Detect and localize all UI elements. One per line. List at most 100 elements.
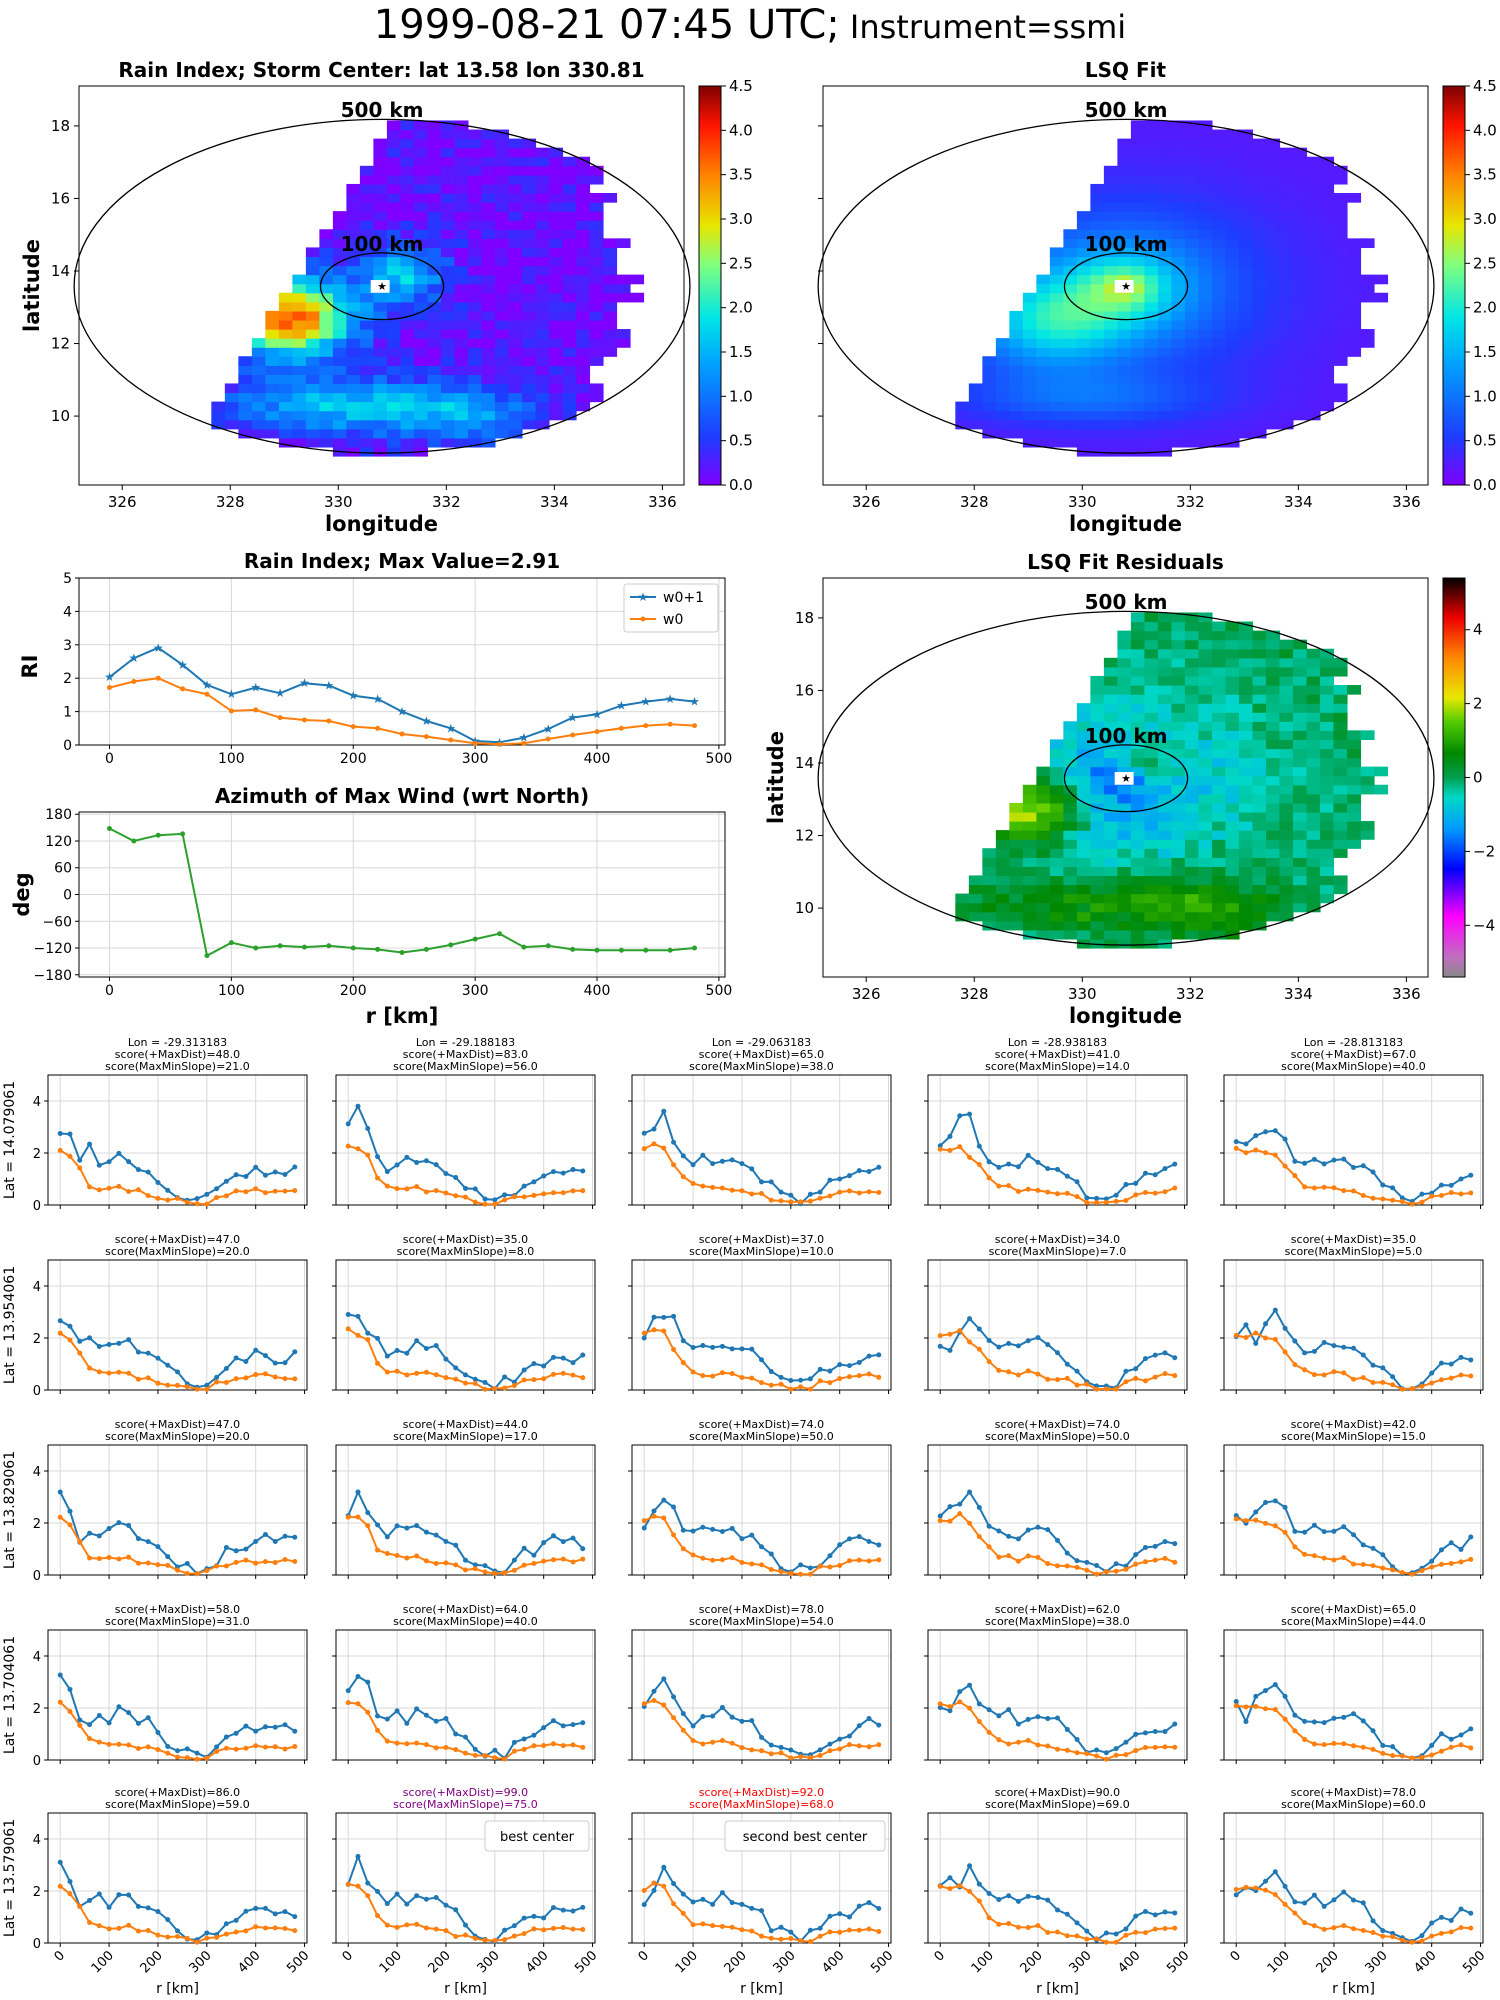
map-cell	[1157, 929, 1173, 940]
map-cell	[1063, 256, 1078, 267]
map-cell	[1279, 193, 1294, 203]
map-cell	[1090, 256, 1105, 267]
map-cell	[1238, 748, 1254, 759]
map-cell	[1022, 401, 1037, 412]
map-cell	[305, 301, 320, 312]
map-cell	[548, 301, 564, 312]
data-point	[1006, 1161, 1012, 1167]
map-cell	[1238, 866, 1254, 877]
data-point	[155, 1380, 161, 1386]
map-cell	[494, 247, 510, 258]
data-point	[253, 1186, 259, 1192]
map-cell	[1292, 712, 1308, 722]
map-cell	[1117, 238, 1132, 249]
map-cell	[1144, 929, 1159, 940]
map-cell	[1184, 648, 1200, 659]
data-point	[671, 1139, 677, 1145]
map-cell	[1184, 739, 1200, 750]
map-cell	[1319, 392, 1335, 403]
data-point	[729, 1157, 735, 1163]
data-point	[788, 1199, 794, 1205]
data-point	[1321, 1339, 1327, 1345]
map-cell	[1103, 365, 1118, 375]
data-point	[1458, 1906, 1464, 1912]
map-cell	[575, 319, 591, 330]
data-point	[492, 1197, 498, 1203]
map-cell	[1211, 419, 1227, 430]
data-point	[768, 1179, 774, 1185]
map-cell	[1238, 392, 1254, 403]
data-point	[262, 1190, 268, 1196]
data-point	[1351, 1743, 1356, 1749]
data-point	[345, 1700, 351, 1706]
map-cell	[467, 256, 483, 267]
data-point	[355, 1853, 361, 1859]
map-cell	[575, 274, 591, 285]
data-point	[384, 1901, 390, 1907]
map-cell	[1333, 193, 1348, 203]
data-point	[1006, 1921, 1012, 1927]
map-cell	[1346, 811, 1362, 822]
data-point	[511, 1748, 517, 1754]
data-point	[986, 1523, 992, 1529]
map-cell	[1211, 703, 1227, 713]
data-point	[204, 1201, 210, 1207]
map-cell	[1049, 929, 1064, 940]
data-point	[937, 1883, 943, 1889]
data-point	[1142, 1909, 1148, 1915]
map-cell	[508, 283, 523, 294]
map-cell	[494, 428, 510, 439]
map-cell	[1157, 685, 1173, 695]
map-cell	[494, 329, 510, 339]
map-cell	[548, 156, 564, 167]
map-cell	[400, 419, 415, 430]
data-point	[937, 1146, 943, 1152]
candidate-subplot: score(+MaxDist)=34.0score(MaxMinSlope)=7…	[924, 1233, 1188, 1394]
data-point	[453, 1376, 459, 1382]
map-cell	[1211, 310, 1227, 321]
data-point	[1292, 1528, 1298, 1534]
map-cell	[346, 220, 361, 230]
map-cell	[1292, 401, 1308, 412]
map-cell	[1184, 165, 1200, 176]
map-cell	[1252, 156, 1267, 167]
map-cell	[1036, 383, 1051, 394]
map-cell	[1130, 183, 1145, 194]
map-cell	[508, 247, 523, 258]
map-cell	[373, 138, 388, 149]
map-cell	[386, 419, 401, 430]
map-cell	[1346, 238, 1362, 249]
data-point	[175, 1748, 180, 1754]
map-cell	[589, 310, 604, 321]
map-cell	[440, 301, 456, 312]
map-cell	[562, 183, 577, 194]
data-point	[1351, 1532, 1356, 1538]
series-line	[348, 1701, 584, 1761]
map-cell	[1198, 802, 1213, 813]
axes-frame	[631, 1629, 892, 1761]
map-cell	[1157, 202, 1173, 212]
map-cell	[1009, 802, 1024, 813]
data-point	[1015, 1924, 1021, 1930]
data-point	[661, 1497, 667, 1503]
map-cell	[1265, 356, 1281, 366]
map-cell	[1265, 739, 1281, 750]
map-cell	[521, 374, 537, 385]
map-cell	[1157, 639, 1173, 650]
map-cell	[427, 401, 442, 412]
map-cell	[1103, 301, 1118, 312]
map-cell	[1144, 365, 1159, 375]
data-point	[414, 1893, 420, 1899]
data-point	[365, 1125, 371, 1131]
map-cell	[1265, 347, 1281, 357]
data-point	[472, 1380, 478, 1386]
data-point	[700, 1555, 706, 1561]
map-cell	[1049, 839, 1064, 849]
map-cell	[1238, 419, 1254, 430]
x-tick-label: 200	[426, 1948, 454, 1976]
map-cell	[346, 238, 361, 249]
map-cell	[292, 428, 307, 439]
map-cell	[1184, 793, 1200, 804]
data-point	[1142, 1378, 1148, 1384]
map-cell	[1211, 920, 1227, 931]
